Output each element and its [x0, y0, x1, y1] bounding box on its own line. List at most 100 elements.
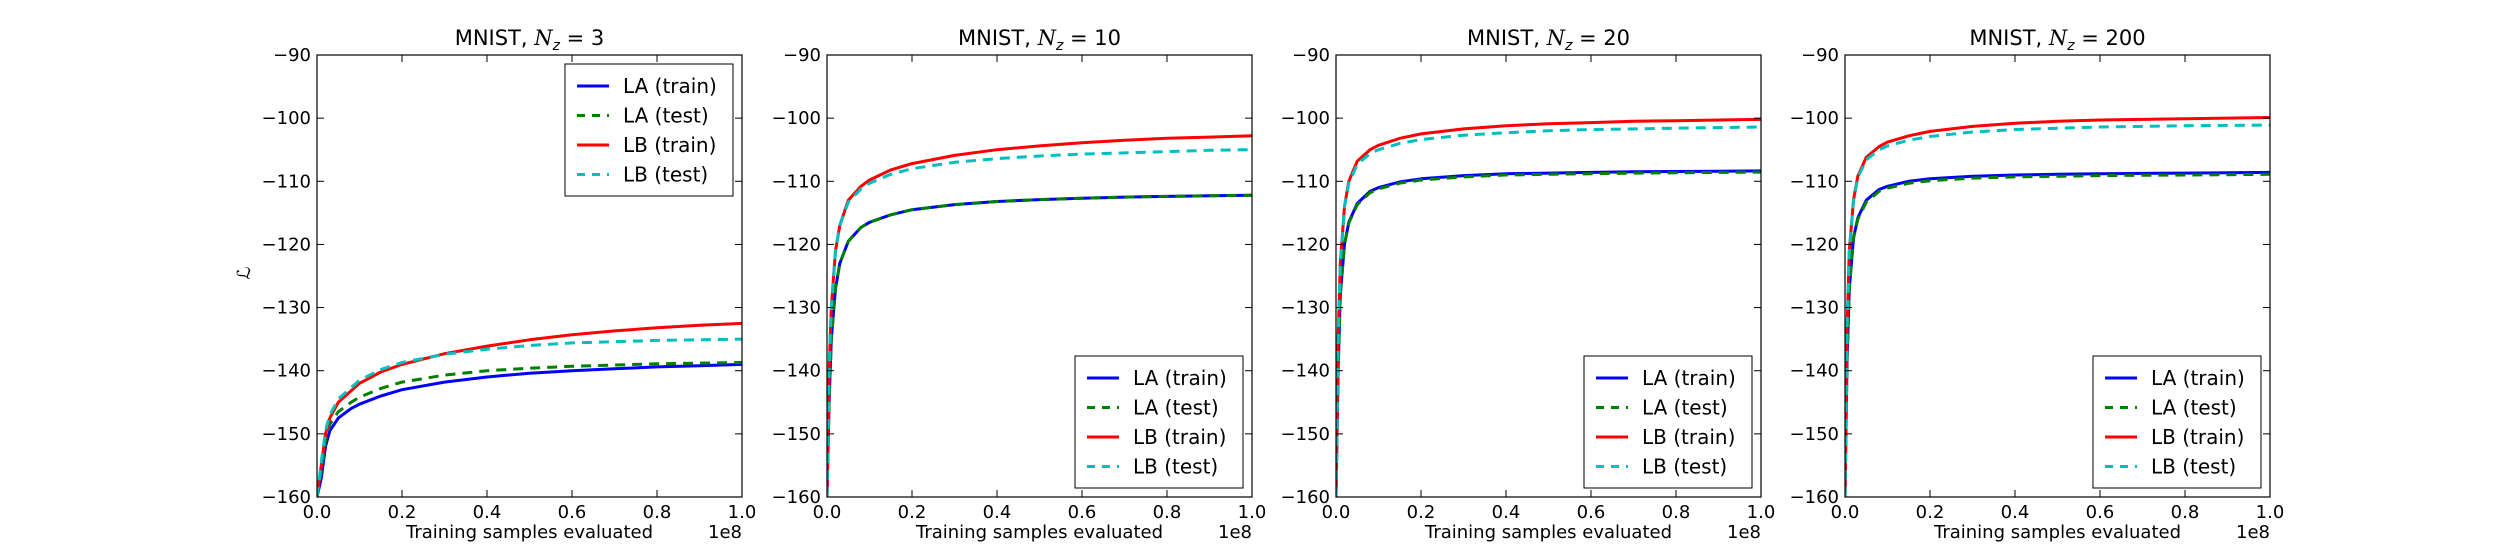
- y-tick-label: −150: [772, 424, 821, 445]
- x-tick-label: 0.8: [1153, 502, 1182, 523]
- y-tick-label: −90: [1801, 45, 1839, 66]
- x-axis-title: Training samples evaluated: [405, 522, 653, 543]
- x-tick-label: 0.6: [1577, 502, 1606, 523]
- y-tick-label: −130: [772, 298, 821, 319]
- x-tick-label: 0.6: [558, 502, 587, 523]
- series-lb-test: [1336, 125, 1761, 497]
- y-tick-label: −160: [772, 487, 821, 508]
- panel-title: MNIST, Nz = 20: [1467, 26, 1630, 54]
- y-axis-label: ℒ: [234, 267, 255, 280]
- y-tick-label: −110: [1281, 171, 1330, 192]
- y-tick-label: −100: [1790, 108, 1839, 129]
- y-tick-label: −100: [772, 108, 821, 129]
- y-tick-label: −160: [262, 487, 311, 508]
- y-tick-label: −120: [1281, 234, 1330, 255]
- y-tick-label: −150: [1790, 424, 1839, 445]
- plot-frame: [1844, 54, 2271, 498]
- series-lb-train: [1845, 116, 2270, 497]
- y-tick-label: −130: [1790, 298, 1839, 319]
- x-tick-label: 0.0: [1831, 502, 1860, 523]
- y-tick-label: −110: [1790, 171, 1839, 192]
- x-tick-label: 0.8: [2171, 502, 2200, 523]
- y-tick-label: −100: [262, 108, 311, 129]
- legend-label: LB (test): [623, 163, 708, 187]
- y-tick-label: −150: [1281, 424, 1330, 445]
- legend-label: LB (train): [623, 133, 716, 157]
- legend-label: LB (train): [1642, 425, 1735, 449]
- plot-lines: [1845, 116, 2270, 497]
- series-la-train: [1845, 170, 2270, 497]
- x-offset-label: 1e8: [1727, 522, 1761, 543]
- x-tick-label: 0.2: [1916, 502, 1945, 523]
- plot-frame: [826, 54, 1253, 498]
- legend-label: LA (train): [1133, 366, 1227, 390]
- series-la-test: [317, 361, 742, 497]
- series-lb-test: [1845, 123, 2270, 497]
- y-tick-label: −140: [1281, 361, 1330, 382]
- x-offset-label: 1e8: [2236, 522, 2270, 543]
- series-lb-test: [317, 337, 742, 497]
- y-tick-label: −140: [772, 361, 821, 382]
- legend: LA (train) LA (test) LB (train) LB (test): [564, 63, 734, 197]
- x-tick-label: 0.2: [898, 502, 927, 523]
- panel-4: −160 −150 −140 −130 −120 −110 −100 −90 0.0 0.2 0.4…: [1790, 26, 2285, 543]
- series-lb-test: [827, 148, 1252, 497]
- x-offset-label: 1e8: [708, 522, 742, 543]
- x-tick-label: 0.0: [303, 502, 332, 523]
- x-tick-label: 0.0: [1322, 502, 1351, 523]
- panel-title: MNIST, Nz = 10: [958, 26, 1121, 54]
- legend-label: LA (test): [623, 104, 709, 128]
- series-lb-train: [827, 134, 1252, 497]
- x-offset-label: 1e8: [1218, 522, 1252, 543]
- x-tick-label: 0.0: [813, 502, 842, 523]
- legend-label: LB (test): [1133, 455, 1218, 479]
- x-tick-label: 0.4: [1492, 502, 1521, 523]
- y-tick-label: −140: [1790, 361, 1839, 382]
- y-tick-label: −90: [1292, 45, 1330, 66]
- legend: LA (train) LA (test) LB (train) LB (test): [1583, 355, 1753, 489]
- legend-label: LA (test): [1133, 396, 1219, 420]
- x-tick-label: 1.0: [2256, 502, 2285, 523]
- plot-lines: [317, 321, 742, 497]
- panel-3: −160 −150 −140 −130 −120 −110 −100 −90 0.0 0.2 0.4…: [1281, 26, 1776, 543]
- y-tick-label: −140: [262, 361, 311, 382]
- x-axis-title: Training samples evaluated: [1933, 522, 2181, 543]
- panel-2: −160 −150 −140 −130 −120 −110 −100 −90 0.0 0.2 0.4…: [772, 26, 1267, 543]
- y-tick-label: −130: [262, 298, 311, 319]
- plot-lines: [1336, 117, 1761, 497]
- x-tick-label: 0.8: [643, 502, 672, 523]
- y-tick-label: −120: [772, 234, 821, 255]
- y-tick-label: −120: [1790, 234, 1839, 255]
- y-tick-label: −150: [262, 424, 311, 445]
- plot-frame: [1335, 54, 1762, 498]
- legend-label: LA (test): [1642, 396, 1728, 420]
- legend-label: LA (train): [623, 74, 717, 98]
- panel-title: MNIST, Nz = 3: [455, 26, 605, 54]
- x-tick-label: 0.2: [1407, 502, 1436, 523]
- y-tick-label: −100: [1281, 108, 1330, 129]
- y-tick-label: −90: [783, 45, 821, 66]
- x-axis-title: Training samples evaluated: [915, 522, 1163, 543]
- y-tick-label: −130: [1281, 298, 1330, 319]
- x-axis-title: Training samples evaluated: [1424, 522, 1672, 543]
- series-la-test: [1845, 172, 2270, 497]
- x-tick-label: 0.2: [388, 502, 417, 523]
- y-tick-label: −160: [1790, 487, 1839, 508]
- series-la-test: [827, 193, 1252, 497]
- y-tick-label: −90: [273, 45, 311, 66]
- x-tick-label: 0.4: [983, 502, 1012, 523]
- legend-label: LB (test): [1642, 455, 1727, 479]
- legend-label: LA (test): [2151, 396, 2237, 420]
- plot-lines: [827, 134, 1252, 497]
- y-tick-label: −110: [772, 171, 821, 192]
- x-tick-label: 0.6: [2086, 502, 2115, 523]
- x-tick-label: 1.0: [1747, 502, 1776, 523]
- y-tick-label: −160: [1281, 487, 1330, 508]
- series-la-test: [1336, 170, 1761, 497]
- y-tick-label: −120: [262, 234, 311, 255]
- legend-label: LA (train): [1642, 366, 1736, 390]
- legend: LA (train) LA (test) LB (train) LB (test): [1074, 355, 1244, 489]
- x-tick-label: 1.0: [728, 502, 757, 523]
